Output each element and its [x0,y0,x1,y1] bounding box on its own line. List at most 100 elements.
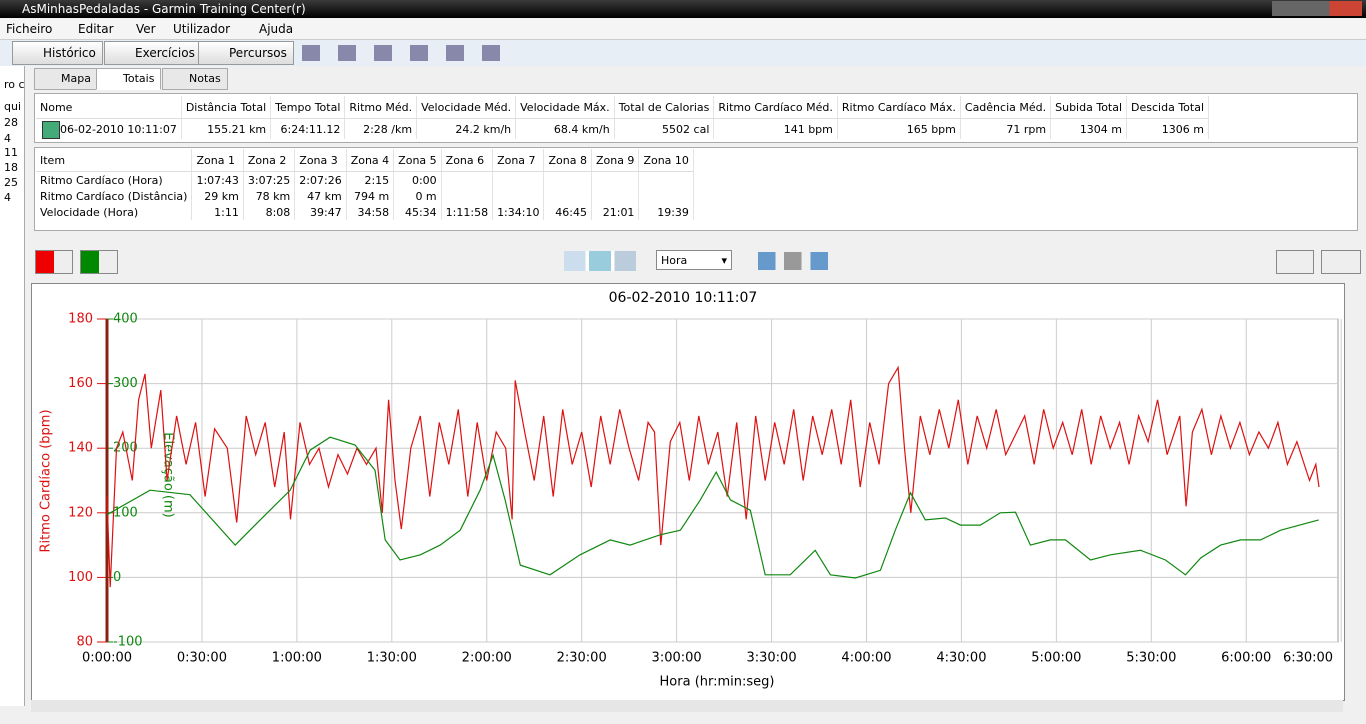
table-cell: 45:34 [393,204,442,220]
table-cell: 46:45 [543,204,592,220]
menu-item[interactable]: Ajuda [259,22,294,36]
table-cell: 165 bpm [837,118,961,139]
activity-icon [42,121,60,139]
table-cell: 1:34:10 [492,204,545,220]
y-tick-label: 140 [68,441,93,456]
menu-item[interactable]: Ver [136,22,156,36]
table-cell: 24.2 km/h [416,118,517,139]
table-cell [441,171,494,188]
column-header: Velocidade Máx. [515,96,615,119]
color-picker[interactable] [35,250,73,274]
title-bar: AsMinhasPedaladas - Garmin Training Cent… [0,0,1366,18]
x-tick-label: 1:00:00 [272,651,322,666]
tab[interactable]: Notas [162,68,228,90]
toolbar-button[interactable]: Percursos [198,41,294,65]
menu-item[interactable]: Utilizador [173,22,231,36]
x-tick-label: 2:30:00 [557,651,607,666]
column-header: Item [36,149,193,172]
table-cell: 794 m [346,188,395,204]
dropdown[interactable] [1276,250,1314,274]
table-cell: 1306 m [1126,118,1210,139]
menu-bar: Ficheiro Editar Ver Utilizador Ajuda [0,19,1366,40]
column-header: Nome [36,96,182,119]
y2-tick-label: 0 [113,570,121,585]
y2-tick-label: -100 [113,635,143,650]
table-cell: 71 rpm [960,118,1052,139]
zoom-buttons[interactable] [758,252,828,270]
x-tick-label: 5:30:00 [1126,651,1176,666]
dropdown[interactable] [1321,250,1361,274]
y2-tick-label: 400 [113,312,138,327]
sidebar-text: 4 [4,191,11,204]
table-cell [543,171,592,188]
header-row: Item Zona 1 Zona 2 Zona 3 Zona 4 Zona 5 Zona 6… [36,149,694,172]
table-cell: Ritmo Cardíaco (Distância) [36,188,193,204]
column-header: Velocidade Méd. [416,96,517,119]
table-cell: 06-02-2010 10:11:07 [36,118,182,139]
x-axis-label: Hora (hr:min:seg) [660,675,775,690]
table-cell: 1:11:58 [441,204,494,220]
table-cell: 19:39 [638,204,694,220]
table-cell: 34:58 [346,204,395,220]
toolbar-button[interactable]: Exercícios [104,41,202,65]
table-cell: 155.21 km [181,118,272,139]
x-tick-label: 0:30:00 [177,651,227,666]
menu-item[interactable]: Editar [78,22,114,36]
column-header: Zona 9 [591,149,640,172]
column-header: Ritmo Cardíaco Máx. [837,96,961,119]
table-row: Velocidade (Hora) 1:11 8:08 39:47 34:58 45:34… [36,204,694,220]
color-picker[interactable] [80,250,118,274]
sidebar-text: 11 [4,146,18,159]
scrollbar[interactable] [31,700,1343,712]
tab[interactable]: Totais [96,68,162,90]
data-table: Nome Distância Total Tempo Total Ritmo Méd.… [36,96,1210,139]
dropdown-value: Hora [661,254,688,267]
table-cell [492,188,545,204]
x-tick-label: 6:30:00 [1283,651,1333,666]
table-cell [441,188,494,204]
sidebar-text: ro c [4,78,25,91]
tab[interactable]: Mapa [34,68,98,90]
window-controls[interactable] [1272,1,1362,16]
column-header: Cadência Méd. [960,96,1052,119]
column-header: Zona 10 [638,149,694,172]
x-unit-dropdown[interactable]: Hora ▾ [656,250,732,270]
menu-item[interactable]: Ficheiro [6,22,53,36]
sidebar-text: 18 [4,161,18,174]
chart-panel [31,283,1345,701]
toolbar-icons[interactable] [302,45,512,61]
table-row: Ritmo Cardíaco (Distância) 29 km 78 km 47 k… [36,188,694,204]
y2-tick-label: 300 [113,376,138,391]
data-line [106,436,1319,579]
column-header: Ritmo Méd. [344,96,418,119]
y-tick-label: 80 [76,635,93,650]
plot-area [106,318,1339,643]
column-header: Zona 3 [294,149,347,172]
table-row: 06-02-2010 10:11:07 155.21 km 6:24:11.12 2:… [36,118,1210,139]
table-cell [591,171,640,188]
x-tick-label: 0:00:00 [82,651,132,666]
table-cell [591,188,640,204]
y-tick-label: 120 [68,505,93,520]
table-cell: 2:07:26 [294,171,347,188]
table-cell: 141 bpm [713,118,838,139]
sidebar-text: 25 [4,176,18,189]
table-cell [492,171,545,188]
table-cell: 0:00 [393,171,442,188]
column-header: Zona 5 [393,149,442,172]
x-tick-label: 1:30:00 [367,651,417,666]
toolbar-button[interactable]: Histórico [12,41,103,65]
table-cell: 1:11 [191,204,244,220]
table-row: Ritmo Cardíaco (Hora) 1:07:43 3:07:25 2:07:… [36,171,694,188]
column-header: Zona 7 [492,149,545,172]
column-header: Total de Calorias [614,96,715,119]
window-title: AsMinhasPedaladas - Garmin Training Cent… [22,2,306,16]
chart-mode-buttons[interactable] [564,251,636,271]
table-cell [638,171,694,188]
table-cell: 0 m [393,188,442,204]
table-cell: 78 km [243,188,296,204]
data-table: Item Zona 1 Zona 2 Zona 3 Zona 4 Zona 5 Zona 6… [36,149,694,220]
table-cell [543,188,592,204]
table-cell: 2:28 /km [344,118,418,139]
